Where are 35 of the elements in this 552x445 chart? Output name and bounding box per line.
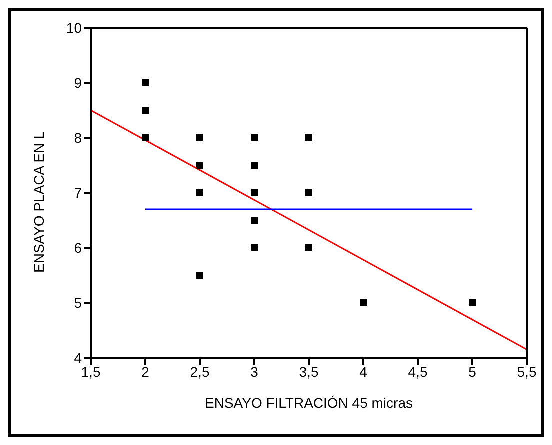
y-tick-label: 8 [74,130,82,146]
x-tick-label: 1,5 [81,364,101,380]
point [251,217,258,224]
y-tick-label: 5 [74,294,82,311]
y-tick-label: 10 [66,20,82,36]
point [251,134,258,142]
x-tick-label: 2 [142,364,150,380]
point [251,244,258,252]
x-tick-label: 5 [468,364,477,380]
point [142,134,149,142]
y-tick-label: 9 [74,74,82,91]
point [469,300,476,306]
x-tick-label: 3 [250,364,259,380]
point [142,80,149,86]
x-tick-label: 5,5 [517,364,537,380]
y-axis-title: ENSAYO PLACA EN L [30,131,47,273]
point [360,300,367,306]
point [196,134,204,142]
point [196,162,204,169]
x-axis-title: ENSAYO FILTRACIÓN 45 micras [205,395,413,411]
point [251,162,258,169]
y-tick-label: 4 [74,350,82,366]
x-tick-label: 3,5 [299,364,319,380]
point [306,190,312,196]
point [251,190,258,196]
y-tick-label: 7 [74,184,82,201]
point [306,134,312,142]
x-tick-label: 4 [360,364,368,380]
point [306,244,312,252]
y-tick-label: 6 [74,240,82,256]
point [196,190,204,196]
point [196,272,204,279]
x-tick-label: 4,5 [408,364,428,380]
x-tick-label: 2,5 [190,364,210,380]
point [142,107,149,114]
